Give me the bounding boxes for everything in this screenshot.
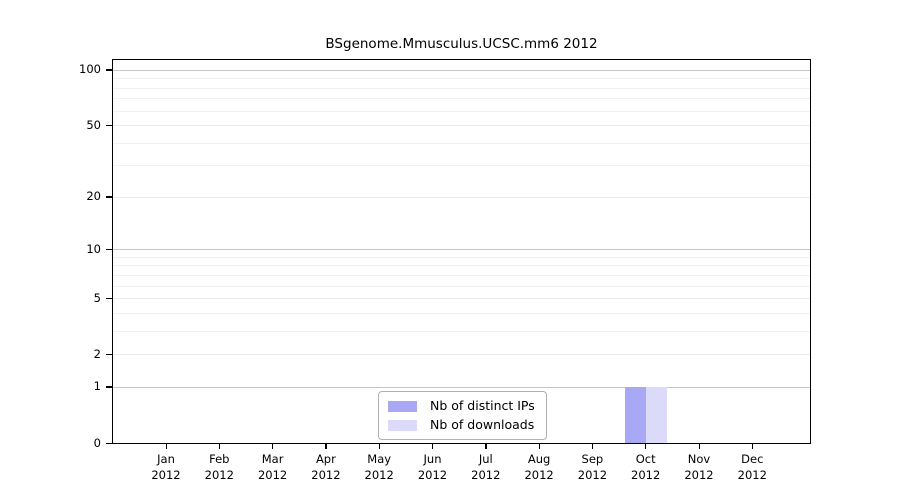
minor-gridline bbox=[113, 98, 810, 100]
legend: Nb of distinct IPs Nb of downloads bbox=[378, 391, 547, 440]
legend-label-downloads: Nb of downloads bbox=[430, 417, 535, 432]
x-axis-tick bbox=[698, 443, 700, 449]
chart-title: BSgenome.Mmusculus.UCSC.mm6 2012 bbox=[325, 36, 598, 52]
bar-nb-of-downloads bbox=[645, 386, 667, 443]
y-axis-tick bbox=[106, 386, 113, 388]
y-axis-tick bbox=[106, 297, 113, 299]
x-axis-tick-label: Mar 2012 bbox=[257, 452, 288, 482]
major-gridline bbox=[113, 298, 810, 300]
minor-gridline bbox=[113, 165, 810, 167]
y-axis-tick bbox=[106, 69, 113, 71]
minor-gridline bbox=[113, 274, 810, 276]
y-axis-tick bbox=[106, 248, 113, 250]
minor-gridline bbox=[113, 110, 810, 112]
bar-nb-of-distinct-ips bbox=[624, 386, 646, 443]
y-axis-tick bbox=[106, 442, 113, 444]
major-gridline bbox=[113, 125, 810, 127]
x-axis-tick bbox=[378, 443, 380, 449]
x-axis-tick bbox=[165, 443, 167, 449]
y-axis-tick-label: 10 bbox=[86, 241, 101, 256]
minor-gridline bbox=[113, 265, 810, 267]
y-axis-tick-label: 0 bbox=[93, 435, 101, 450]
x-axis-tick bbox=[325, 443, 327, 449]
minor-gridline bbox=[113, 312, 810, 314]
y-axis-tick-label: 5 bbox=[93, 290, 101, 305]
plot-area: 0 1 2 5 10 20 50 100 Jan 2012 Feb 2012 Mar 2012 Apr… bbox=[79, 59, 811, 482]
minor-gridline bbox=[113, 330, 810, 332]
x-axis-tick bbox=[218, 443, 221, 449]
major-gridline bbox=[113, 196, 810, 198]
minor-gridline bbox=[113, 87, 810, 89]
major-gridline bbox=[113, 354, 810, 356]
minor-gridline bbox=[113, 256, 810, 258]
x-axis-tick bbox=[751, 443, 754, 449]
minor-gridline bbox=[113, 285, 810, 287]
x-axis-tick bbox=[485, 443, 487, 449]
x-axis-tick bbox=[645, 443, 647, 449]
x-axis-tick-label: Oct 2012 bbox=[631, 452, 661, 482]
x-axis-tick-label: May 2012 bbox=[364, 452, 394, 482]
x-axis-tick bbox=[432, 443, 434, 449]
x-axis-tick-label: Nov 2012 bbox=[684, 452, 714, 482]
x-axis-tick bbox=[591, 443, 594, 449]
minor-gridline bbox=[113, 142, 810, 144]
y-axis-tick-label: 2 bbox=[93, 346, 101, 361]
y-axis-tick-label: 20 bbox=[86, 189, 101, 204]
legend-label-distinct-ips: Nb of distinct IPs bbox=[430, 398, 535, 413]
y-axis-tick bbox=[106, 196, 113, 198]
legend-swatch-distinct-ips bbox=[388, 400, 417, 412]
legend-entry-distinct-ips: Nb of distinct IPs bbox=[388, 399, 535, 413]
x-axis-tick bbox=[538, 443, 540, 449]
x-axis-tick-label: Dec 2012 bbox=[737, 452, 767, 482]
y-axis-tick-label: 1 bbox=[93, 379, 101, 394]
y-axis-tick bbox=[106, 124, 113, 126]
major-gridline bbox=[113, 249, 810, 251]
x-axis-tick-label: Jun 2012 bbox=[417, 452, 448, 482]
x-axis-tick-label: Feb 2012 bbox=[204, 452, 234, 482]
x-axis-tick-label: Aug 2012 bbox=[524, 452, 554, 482]
legend-entry-downloads: Nb of downloads bbox=[388, 418, 535, 432]
x-axis-tick-label: Apr 2012 bbox=[311, 452, 341, 482]
legend-swatch-downloads bbox=[388, 419, 417, 431]
x-axis-tick-label: Sep 2012 bbox=[577, 452, 608, 482]
major-gridline bbox=[113, 386, 810, 388]
x-axis-tick bbox=[272, 443, 274, 449]
y-axis-tick-label: 100 bbox=[79, 62, 101, 77]
minor-gridline bbox=[113, 78, 810, 80]
major-gridline bbox=[113, 69, 810, 71]
x-axis-tick-label: Jul 2012 bbox=[471, 452, 501, 482]
y-axis-tick-label: 50 bbox=[86, 117, 101, 132]
y-axis-tick bbox=[106, 353, 113, 355]
x-axis-tick-label: Jan 2012 bbox=[151, 452, 181, 482]
